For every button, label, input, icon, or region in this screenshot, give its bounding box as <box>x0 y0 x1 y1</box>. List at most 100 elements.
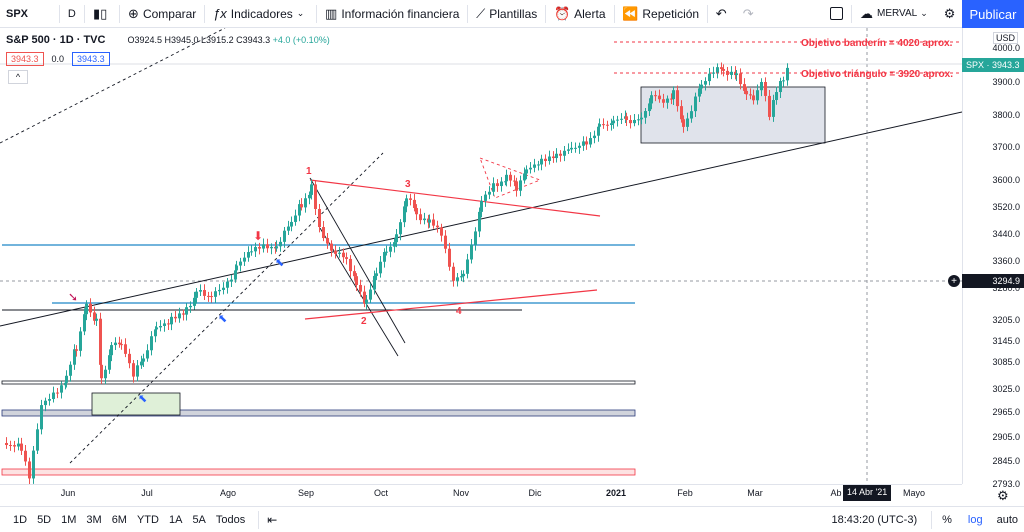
symbol-title[interactable]: S&P 500 · 1D · TVC <box>6 34 106 46</box>
price-chart[interactable]: ➘ ⬇ ⬉ ⬉ ⬉ <box>0 28 962 484</box>
candle-body <box>114 342 117 346</box>
time-axis[interactable]: Jun Jul Ago Sep Oct Nov Dic 2021 Feb Mar Ab Mayo 14… <box>0 484 962 501</box>
accumulation-box[interactable] <box>91 392 181 416</box>
interval-button[interactable]: D <box>67 7 76 20</box>
candle-body <box>559 153 562 156</box>
alert-button[interactable]: ⏰ Alerta <box>548 0 612 28</box>
price-axis[interactable]: USD 4000.0 3900.0 3800.0 3700.0 3600.0 3520.0… <box>948 28 1024 489</box>
target-flag-label[interactable]: Objetivo banderín = 4020 aprox. <box>801 38 953 49</box>
candle-body <box>36 429 39 451</box>
time-tick: Sep <box>297 488 315 498</box>
candle-body <box>563 150 566 156</box>
financials-button[interactable]: ▥ Información financiera <box>319 0 465 28</box>
flag-box[interactable] <box>640 86 826 144</box>
candle-body <box>574 147 577 149</box>
candle-body <box>640 117 643 120</box>
replay-button[interactable]: ⏪ Repetición <box>616 0 705 28</box>
bid-badge[interactable]: 3943.3 <box>6 52 44 66</box>
bar-chart-icon: ▥ <box>325 5 338 21</box>
candle-body <box>359 284 362 292</box>
undo-icon: ↶ <box>715 5 727 21</box>
level-band-red[interactable] <box>1 468 636 476</box>
range-button-1d[interactable]: 1D <box>13 513 28 526</box>
target-triangle-label[interactable]: Objetivo triángulo = 3920 aprox. <box>801 69 953 80</box>
layout-toggle[interactable] <box>824 0 849 28</box>
time-tick: 2021 <box>605 488 627 498</box>
candle-body <box>555 153 558 159</box>
layout-name-button[interactable]: ☁ MERVAL ⌄ <box>854 0 938 28</box>
channel-dashed-lower[interactable] <box>69 152 384 464</box>
pennant-shape[interactable] <box>479 157 542 199</box>
candles-icon: ▮▯ <box>93 5 108 21</box>
range-button-ytd[interactable]: YTD <box>136 513 159 526</box>
auto-toggle[interactable]: auto <box>996 513 1018 526</box>
symbol-search[interactable]: SPX <box>6 7 29 20</box>
candle-body <box>203 290 206 296</box>
add-alert-icon[interactable]: + <box>948 275 960 287</box>
currency-label[interactable]: USD <box>992 32 1018 44</box>
quote-row: 3943.3 0.0 3943.3 <box>6 52 118 66</box>
chart-legend: S&P 500 · 1D · TVC O3924.5 H3945.0 L3915… <box>6 34 330 46</box>
candle-body <box>163 323 166 326</box>
level-band-black[interactable] <box>1 380 636 385</box>
ask-badge[interactable]: 3943.3 <box>72 52 110 66</box>
range-button-3m[interactable]: 3M <box>86 513 102 526</box>
range-button-5d[interactable]: 5D <box>37 513 52 526</box>
date-range-button[interactable]: ⇤ <box>261 506 283 532</box>
range-button-5a[interactable]: 5A <box>192 513 206 526</box>
candle-body <box>193 297 196 306</box>
candle-body <box>185 307 188 315</box>
candle-body <box>764 82 767 96</box>
candles-group <box>5 62 789 484</box>
wave-label-1[interactable]: 1 <box>306 166 312 177</box>
wave-label-4[interactable]: 4 <box>456 306 462 317</box>
channel-dashed-upper[interactable] <box>0 28 226 144</box>
redo-button[interactable]: ↷ <box>737 0 764 28</box>
wedge-line-upper[interactable] <box>309 177 406 344</box>
indicators-button[interactable]: ƒx Indicadores ⌄ <box>207 0 314 28</box>
candle-body <box>772 100 775 117</box>
collapse-legend-button[interactable]: ^ <box>8 70 28 84</box>
range-button-1a[interactable]: 1A <box>168 513 183 526</box>
clock-time[interactable]: 18:43:20 (UTC-3) <box>831 513 918 526</box>
candle-body <box>712 72 715 74</box>
candle-body <box>616 119 619 121</box>
chart-pane[interactable]: ➘ ⬇ ⬉ ⬉ ⬉ <box>0 28 962 484</box>
candle-body <box>589 138 592 145</box>
time-tick: Dic <box>528 488 542 498</box>
undo-button[interactable]: ↶ <box>710 0 737 28</box>
candle-body <box>409 198 412 200</box>
candle-body <box>326 238 329 244</box>
candle-body <box>99 318 102 365</box>
top-toolbar: SPX D ▮▯ ⊕ Comparar ƒx Indicadores ⌄ ▥ Infor… <box>0 0 1024 28</box>
candle-body <box>395 234 398 243</box>
candle-body <box>735 73 738 76</box>
percent-toggle[interactable]: % <box>942 513 952 526</box>
publish-button[interactable]: Publicar <box>962 0 1024 28</box>
candle-body <box>650 95 653 104</box>
candle-body <box>275 246 278 249</box>
chart-settings-icon[interactable]: ⚙ <box>997 488 1009 503</box>
range-button-1m[interactable]: 1M <box>61 513 77 526</box>
chart-style-button[interactable]: ▮▯ <box>87 0 117 28</box>
range-button-6m[interactable]: 6M <box>111 513 127 526</box>
wave-label-3[interactable]: 3 <box>405 179 411 190</box>
time-tick: Jul <box>141 488 153 498</box>
candle-body <box>279 241 282 247</box>
candle-body <box>680 106 683 120</box>
settings-button[interactable]: ⚙ <box>938 0 966 28</box>
triangle-upper-line[interactable] <box>309 179 601 217</box>
gear-icon: ⚙ <box>943 5 956 21</box>
compare-button[interactable]: ⊕ Comparar <box>122 0 202 28</box>
candle-body <box>95 318 98 321</box>
arrow-down-icon: ➘ <box>68 290 78 304</box>
level-band-blue[interactable] <box>1 409 636 417</box>
range-button-todos[interactable]: Todos <box>215 513 246 526</box>
price-tick: 3440.0 <box>992 229 1020 239</box>
triangle-lower-line[interactable] <box>304 289 598 320</box>
log-toggle[interactable]: log <box>967 513 983 526</box>
candle-body <box>210 296 213 298</box>
templates-button[interactable]: ⟋ Plantillas <box>470 0 543 28</box>
candle-body <box>254 247 257 252</box>
wave-label-2[interactable]: 2 <box>361 316 367 327</box>
